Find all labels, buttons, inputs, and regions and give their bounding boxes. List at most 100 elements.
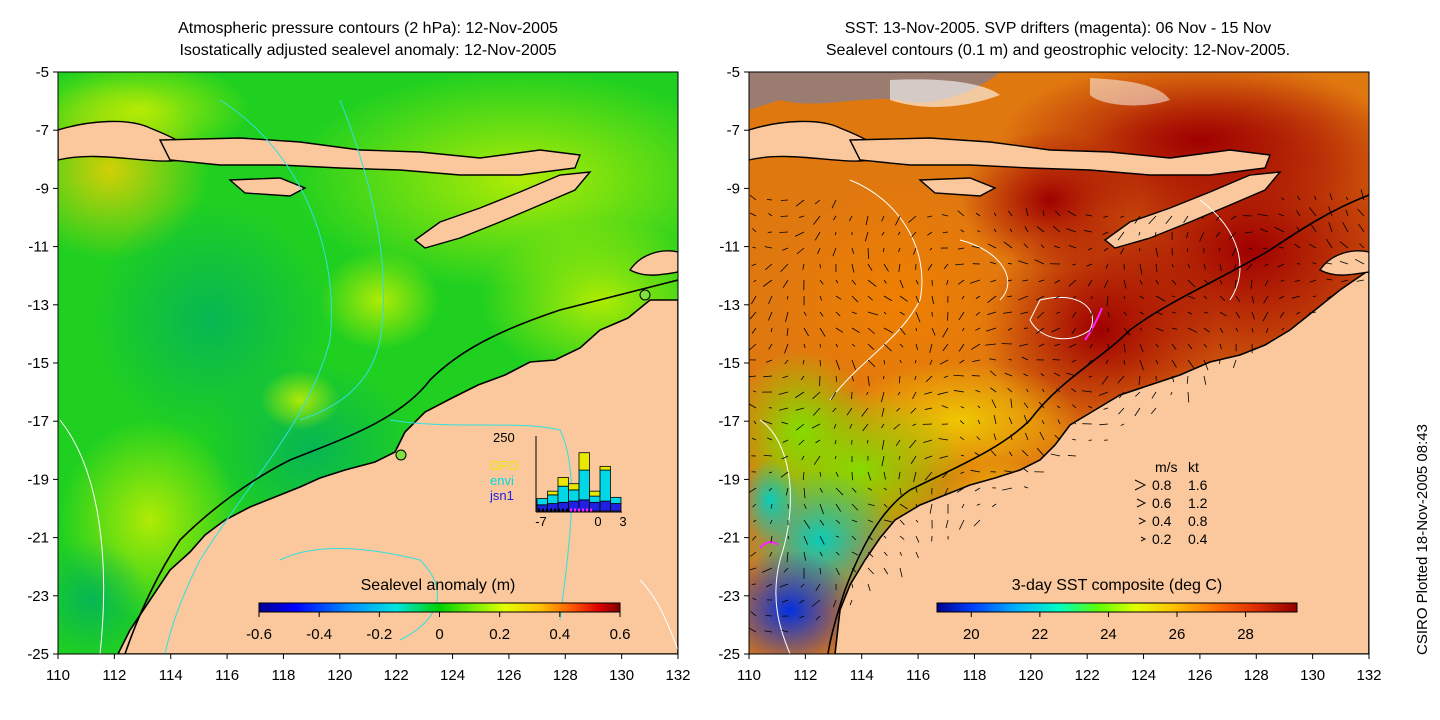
y-tick-label: -11 xyxy=(719,239,740,256)
velocity-arrow xyxy=(1274,226,1285,233)
velocity-arrow xyxy=(1251,311,1255,320)
velocity-arrow xyxy=(770,503,773,509)
velocity-arrow xyxy=(1203,343,1208,348)
velocity-arrow xyxy=(1053,372,1061,377)
velocity-arrow xyxy=(1139,311,1144,315)
velocity-arrow xyxy=(1155,343,1159,348)
inset-bar-segment xyxy=(568,483,580,491)
x-tick-label: 114 xyxy=(159,667,183,684)
velocity-arrow xyxy=(1354,258,1365,265)
velocity-arrow xyxy=(1004,372,1013,377)
velocity-arrow xyxy=(779,583,789,588)
velocity-arrow xyxy=(883,247,885,253)
velocity-arrow xyxy=(1022,467,1029,473)
velocity-arrow xyxy=(819,311,824,317)
velocity-arrow xyxy=(1054,295,1061,300)
velocity-arrow xyxy=(929,359,933,366)
inset-bar-segment xyxy=(599,500,611,512)
velocity-arrow xyxy=(1018,295,1029,301)
velocity-legend-arrow xyxy=(1136,498,1147,508)
velocity-arrow xyxy=(819,519,825,526)
velocity-arrow xyxy=(1123,311,1128,316)
velocity-arrow xyxy=(814,231,821,241)
velocity-arrow xyxy=(762,420,773,425)
velocity-arrow xyxy=(987,243,997,249)
velocity-arrow xyxy=(769,551,773,557)
velocity-arrow xyxy=(867,551,874,558)
x-tick-label: 112 xyxy=(102,667,126,684)
x-tick-label: 130 xyxy=(609,667,634,684)
velocity-arrow xyxy=(751,327,757,334)
velocity-arrow xyxy=(770,327,773,333)
velocity-arrow xyxy=(899,327,906,336)
velocity-arrow xyxy=(883,567,889,575)
velocity-arrow xyxy=(991,399,997,409)
velocity-arrow xyxy=(767,437,773,441)
velocity-arrow xyxy=(819,471,822,477)
velocity-arrow xyxy=(880,423,885,429)
velocity-arrow xyxy=(924,391,933,395)
velocity-arrow xyxy=(913,247,917,255)
velocity-arrow xyxy=(768,487,773,492)
velocity-arrow xyxy=(751,295,757,305)
velocity-arrow xyxy=(1234,263,1237,269)
velocity-arrow xyxy=(993,228,997,233)
velocity-arrow xyxy=(976,436,981,441)
right-sumba-island xyxy=(918,177,997,197)
pressure-contour xyxy=(164,99,332,654)
velocity-arrow xyxy=(1008,359,1013,361)
velocity-arrow xyxy=(953,374,965,377)
velocity-arrow xyxy=(1356,279,1365,282)
velocity-arrow xyxy=(1219,263,1222,272)
velocity-arrow xyxy=(867,343,875,350)
velocity-arrow xyxy=(1139,279,1143,285)
velocity-arrow xyxy=(1155,279,1159,285)
velocity-arrow xyxy=(986,327,997,332)
x-tick-label: 110 xyxy=(46,667,70,684)
velocity-arrow xyxy=(849,599,853,606)
velocity-arrow xyxy=(883,279,887,284)
velocity-arrow xyxy=(899,279,904,289)
velocity-arrow xyxy=(764,263,773,270)
velocity-arrow xyxy=(1019,343,1029,347)
velocity-arrow xyxy=(1009,451,1013,457)
velocity-arrow xyxy=(785,487,789,496)
velocity-arrow xyxy=(1007,388,1013,393)
velocity-arrow xyxy=(915,503,918,508)
velocity-arrow xyxy=(802,263,805,270)
velocity-arrow xyxy=(851,263,855,273)
velocity-arrow xyxy=(796,247,805,255)
velocity-arrow xyxy=(819,503,824,515)
velocity-arrow xyxy=(1155,327,1164,332)
velocity-arrow xyxy=(943,263,949,270)
velocity-arrow xyxy=(1251,327,1254,333)
velocity-arrow xyxy=(1148,215,1157,225)
velocity-arrow xyxy=(1262,247,1269,250)
velocity-arrow xyxy=(927,263,933,271)
velocity-arrow xyxy=(910,455,917,465)
velocity-arrow xyxy=(1296,195,1301,201)
velocity-arrow xyxy=(898,375,901,384)
velocity-arrow xyxy=(1123,343,1126,353)
velocity-arrow xyxy=(1123,295,1126,300)
velocity-arrow xyxy=(1105,359,1109,364)
velocity-arrow xyxy=(819,295,823,301)
velocity-arrow xyxy=(1024,226,1029,233)
velocity-arrow xyxy=(1187,295,1196,300)
velocity-arrow xyxy=(1117,231,1125,241)
velocity-arrow xyxy=(931,295,934,304)
velocity-arrow xyxy=(1090,343,1093,349)
velocity-arrow xyxy=(1139,327,1143,331)
velocity-arrow xyxy=(786,295,789,300)
sealevel-contour xyxy=(1199,199,1241,301)
velocity-arrow xyxy=(1139,295,1144,299)
velocity-arrow xyxy=(899,359,902,363)
colorbar-tick-label: 26 xyxy=(1169,626,1186,643)
velocity-arrow xyxy=(867,487,873,491)
pressure-contour xyxy=(639,579,678,651)
velocity-arrow xyxy=(1187,359,1195,369)
velocity-arrow xyxy=(899,295,908,302)
velocity-arrow xyxy=(1105,263,1109,269)
velocity-arrow xyxy=(883,295,893,302)
velocity-arrow xyxy=(895,215,901,226)
